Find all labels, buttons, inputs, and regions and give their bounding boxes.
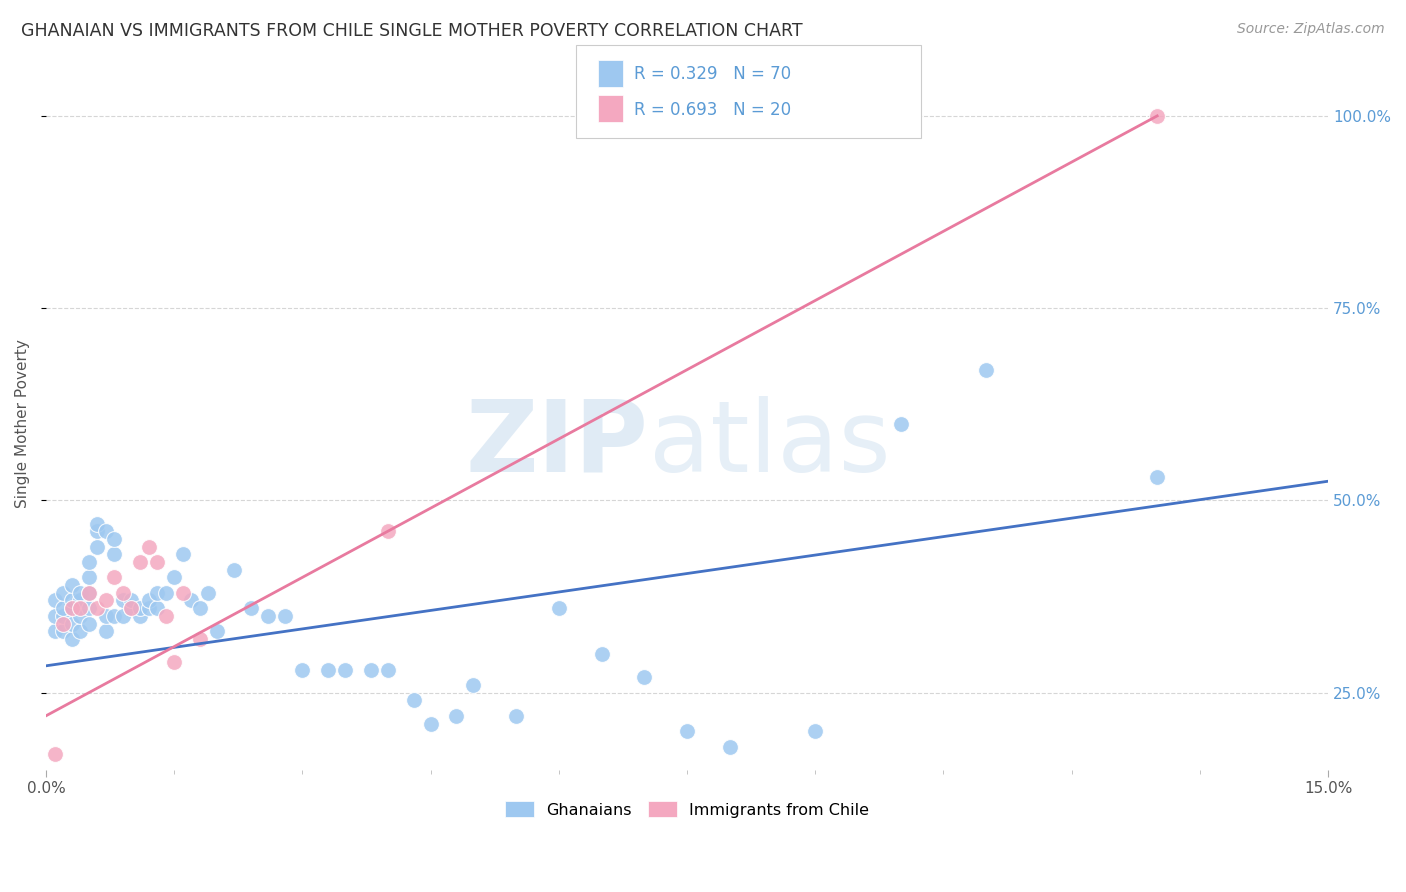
Point <box>69 601 91 615</box>
Point <box>120 601 142 615</box>
Point <box>77 586 100 600</box>
Point <box>676 724 699 739</box>
Text: Source: ZipAtlas.com: Source: ZipAtlas.com <box>1237 22 1385 37</box>
Point <box>249 824 271 838</box>
Point <box>69 624 91 639</box>
Point <box>222 563 245 577</box>
Point <box>111 608 134 623</box>
Point <box>1146 109 1168 123</box>
Point <box>94 608 117 623</box>
Point <box>69 608 91 623</box>
Point <box>52 624 75 639</box>
Point <box>146 555 169 569</box>
Point <box>129 601 152 615</box>
Point <box>188 601 211 615</box>
Point <box>111 593 134 607</box>
Point <box>180 593 202 607</box>
Y-axis label: Single Mother Poverty: Single Mother Poverty <box>15 339 30 508</box>
Point <box>633 670 655 684</box>
Point <box>60 632 83 646</box>
Point <box>94 624 117 639</box>
Point <box>44 747 66 762</box>
Point <box>463 678 485 692</box>
Point <box>146 601 169 615</box>
Point <box>172 586 194 600</box>
Point <box>86 601 108 615</box>
Point <box>44 608 66 623</box>
Point <box>94 524 117 539</box>
Text: R = 0.693   N = 20: R = 0.693 N = 20 <box>634 101 792 119</box>
Point <box>103 570 125 584</box>
Legend: Ghanaians, Immigrants from Chile: Ghanaians, Immigrants from Chile <box>498 795 876 824</box>
Point <box>205 624 228 639</box>
Point <box>505 708 527 723</box>
Point <box>402 693 425 707</box>
Point <box>44 593 66 607</box>
Point <box>52 601 75 615</box>
Point <box>60 593 83 607</box>
Point <box>86 524 108 539</box>
Point <box>77 586 100 600</box>
Point <box>197 586 219 600</box>
Point <box>138 601 160 615</box>
Point <box>86 516 108 531</box>
Point <box>77 601 100 615</box>
Point <box>1146 470 1168 484</box>
Point <box>163 655 186 669</box>
Point <box>94 593 117 607</box>
Point <box>718 739 741 754</box>
Point <box>69 586 91 600</box>
Text: GHANAIAN VS IMMIGRANTS FROM CHILE SINGLE MOTHER POVERTY CORRELATION CHART: GHANAIAN VS IMMIGRANTS FROM CHILE SINGLE… <box>21 22 803 40</box>
Point <box>120 601 142 615</box>
Point <box>377 524 399 539</box>
Point <box>155 586 177 600</box>
Point <box>77 616 100 631</box>
Point <box>257 608 280 623</box>
Point <box>804 724 827 739</box>
Point <box>69 593 91 607</box>
Point <box>77 555 100 569</box>
Point <box>77 570 100 584</box>
Point <box>138 540 160 554</box>
Point <box>129 555 152 569</box>
Point <box>240 601 263 615</box>
Point <box>60 616 83 631</box>
Point <box>86 540 108 554</box>
Text: atlas: atlas <box>648 396 890 492</box>
Point <box>155 608 177 623</box>
Point <box>103 532 125 546</box>
Point <box>44 624 66 639</box>
Point <box>333 663 356 677</box>
Point <box>172 547 194 561</box>
Point <box>60 601 83 615</box>
Point <box>60 578 83 592</box>
Point <box>377 663 399 677</box>
Point <box>547 601 569 615</box>
Point <box>52 616 75 631</box>
Point <box>103 608 125 623</box>
Point <box>419 716 441 731</box>
Point <box>274 608 297 623</box>
Point <box>60 601 83 615</box>
Text: R = 0.329   N = 70: R = 0.329 N = 70 <box>634 65 792 83</box>
Point <box>120 593 142 607</box>
Point <box>52 608 75 623</box>
Point <box>52 586 75 600</box>
Point <box>316 663 339 677</box>
Text: ZIP: ZIP <box>465 396 648 492</box>
Point <box>446 708 468 723</box>
Point <box>291 663 314 677</box>
Point <box>163 570 186 584</box>
Point <box>111 586 134 600</box>
Point <box>974 362 997 376</box>
Point <box>890 417 912 431</box>
Point <box>360 663 382 677</box>
Point <box>138 593 160 607</box>
Point <box>146 586 169 600</box>
Point <box>129 608 152 623</box>
Point <box>591 648 613 662</box>
Point <box>188 632 211 646</box>
Point <box>103 547 125 561</box>
